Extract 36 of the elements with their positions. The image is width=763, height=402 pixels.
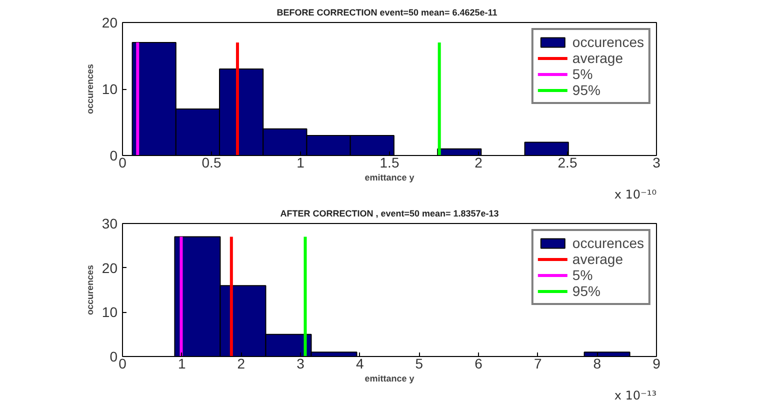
x-tick-label: 7 [534, 356, 542, 372]
y-tick-label: 30 [102, 216, 118, 232]
legend-label: 95% [572, 283, 600, 299]
x-tick-label: 4 [356, 356, 364, 372]
legend-label: occurences [572, 34, 644, 50]
y-tick-label: 10 [102, 81, 118, 97]
x-axis-title: emittance y [364, 374, 414, 384]
y-axis-title: occurences [84, 264, 95, 316]
legend-label: average [572, 251, 623, 267]
x-tick-label: 6 [474, 356, 483, 372]
chart-title: BEFORE CORRECTION event=50 mean= 6.4625e-11 [276, 8, 498, 18]
x-tick-label: 1 [178, 356, 186, 372]
x-tick-label: 1.5 [380, 154, 400, 170]
y-tick-label: 10 [102, 304, 118, 320]
x-tick-label: 2 [474, 154, 483, 170]
legend-label: 95% [572, 82, 600, 98]
x-tick-label: 5 [415, 356, 424, 372]
x-tick-label: 3 [652, 154, 661, 170]
y-tick-label: 20 [102, 14, 118, 30]
chart-title: AFTER CORRECTION , event=50 mean= 1.8357e-13 [280, 208, 499, 218]
x-tick-label: 0.5 [202, 154, 222, 170]
y-axis-title: occurences [84, 64, 95, 114]
text: x 10⁻¹⁰ [614, 188, 657, 202]
x-tick-label: 3 [296, 356, 305, 372]
legend-label: occurences [572, 235, 644, 251]
x-tick-label: 8 [593, 356, 602, 372]
x-tick-label: 2 [237, 356, 246, 372]
text: x 10⁻¹³ [614, 388, 657, 402]
x-tick-label: 9 [652, 356, 661, 372]
legend-label: 5% [572, 66, 593, 82]
legend-label: average [572, 50, 623, 66]
x-tick-label: 1 [296, 154, 305, 170]
x-axis-title: emittance y [364, 172, 414, 182]
y-tick-label: 20 [102, 260, 118, 276]
x-tick-label: 2.5 [558, 154, 578, 170]
legend-label: 5% [572, 267, 593, 283]
